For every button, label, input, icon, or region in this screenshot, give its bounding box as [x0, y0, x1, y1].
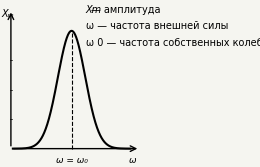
- Text: ω 0 — частота собственных колебаний: ω 0 — частота собственных колебаний: [86, 38, 260, 48]
- Text: ω = ω₀: ω = ω₀: [56, 156, 88, 165]
- Text: Xₘ: Xₘ: [2, 9, 15, 19]
- Text: Xm: Xm: [86, 5, 102, 15]
- Text: ω — частота внешней силы: ω — частота внешней силы: [86, 21, 228, 31]
- Text: — амплитуда: — амплитуда: [91, 5, 160, 15]
- Text: ω: ω: [128, 156, 136, 165]
